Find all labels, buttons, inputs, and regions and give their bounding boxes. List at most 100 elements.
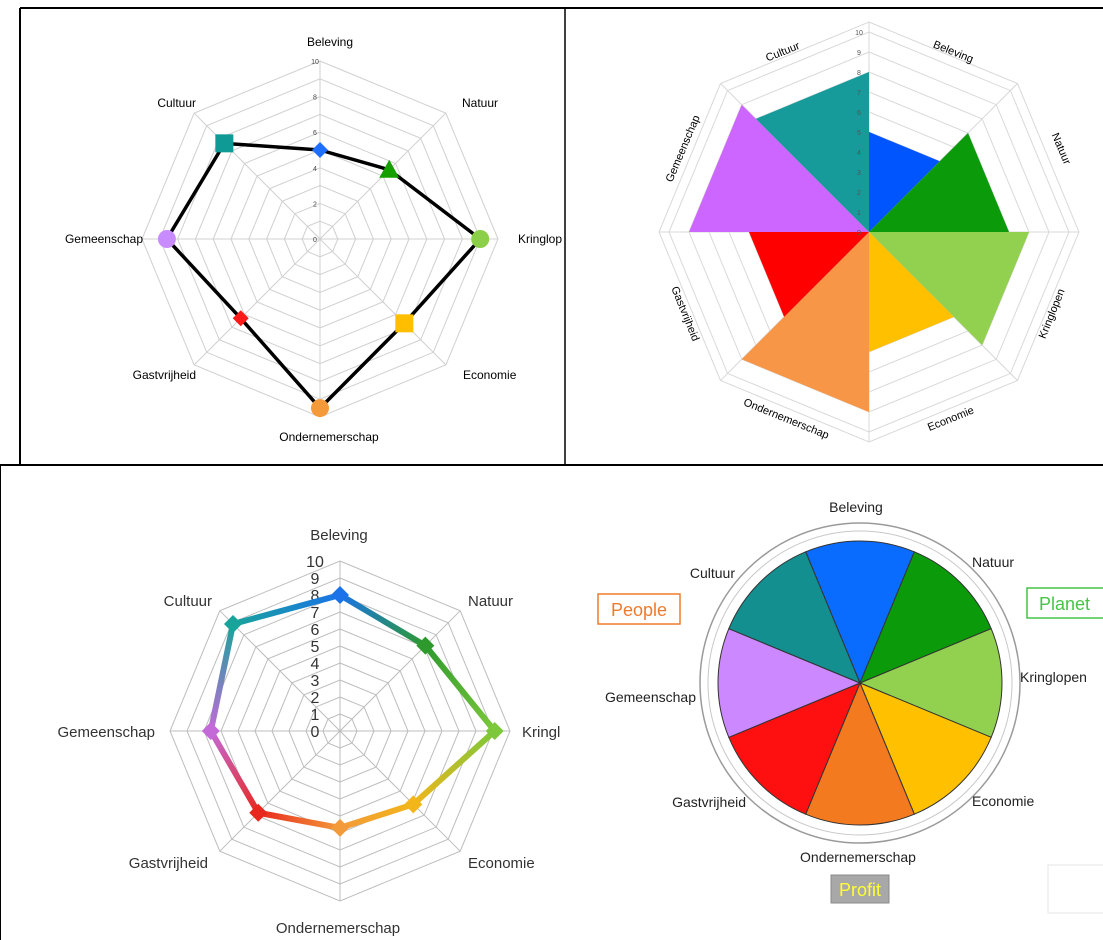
- category-label-economie: Economie: [972, 793, 1034, 809]
- wedge-gastvrijheid: [749, 232, 869, 317]
- tick-label: 7: [311, 605, 320, 622]
- category-label-kringlop: Kringlop: [518, 232, 562, 246]
- tick-label: 4: [313, 166, 317, 173]
- tick-label: 5: [857, 130, 861, 137]
- series-segment: [337, 801, 417, 831]
- category-label-natuur: Natuur: [972, 554, 1014, 570]
- wedge-ondernemerschap: [741, 232, 869, 412]
- category-label-gastvrijheid: Gastvrijheid: [133, 368, 196, 382]
- tick-label: 0: [857, 230, 861, 237]
- people-label: People: [611, 600, 667, 620]
- tick-label: 8: [311, 588, 320, 605]
- tick-label: 6: [311, 622, 320, 639]
- pie-slice-cultuur: [728, 551, 861, 684]
- pie-slice-economie: [859, 682, 992, 815]
- grid-spoke: [339, 610, 461, 732]
- tick-label: 10: [311, 59, 319, 66]
- category-label-gemeenschap: Gemeenschap: [65, 232, 143, 246]
- tick-label: 9: [857, 50, 861, 57]
- wedge-natuur: [869, 133, 1009, 232]
- data-point-cultuur: [224, 615, 243, 634]
- tick-label: 2: [311, 690, 320, 707]
- data-point-economie: [395, 314, 414, 333]
- data-point-natuur: [416, 636, 435, 655]
- radar-chart-top-left: 0 2 4 6 8 10 Beleving Natuur Kringlop Economie Ond…: [65, 35, 562, 444]
- category-label-beleving: Beleving: [307, 35, 353, 49]
- people-box: [597, 593, 681, 625]
- radar-grid: [169, 560, 511, 902]
- tick-label: 1: [311, 707, 320, 724]
- radar-grid: [141, 60, 499, 418]
- tick-label: 6: [313, 130, 317, 137]
- profit-label: Profit: [839, 880, 881, 900]
- pie-slice-gemeenschap: [717, 628, 862, 738]
- data-point-ondernemerschap: [311, 399, 329, 418]
- grid-spoke: [193, 238, 321, 366]
- category-label-ondernemerschap: Ondernemerschap: [800, 849, 916, 865]
- category-label-economie: Economie: [468, 855, 535, 872]
- data-point-gastvrijheid: [232, 310, 249, 327]
- tick-label: 6: [857, 110, 861, 117]
- category-label-cultuur: Cultuur: [164, 593, 212, 610]
- pie-chart-bottom-right: Beleving Natuur Kringlopen Economie Ondernem…: [597, 499, 1103, 904]
- data-point-ondernemerschap: [331, 818, 349, 837]
- tick-label: 8: [313, 95, 317, 102]
- data-point-kringlop: [471, 230, 490, 248]
- tick-label: 0: [313, 237, 317, 244]
- wedge-gemeenschap: [689, 104, 869, 232]
- grid-spoke: [339, 730, 461, 852]
- tick-label: 8: [857, 70, 861, 77]
- data-point-kringl: [485, 722, 504, 740]
- grid-spoke: [219, 730, 341, 852]
- series-segment: [207, 621, 237, 734]
- tick-label: 9: [311, 571, 320, 588]
- grid-spoke: [193, 112, 321, 240]
- category-label-cultuur: Cultuur: [157, 96, 196, 110]
- category-label-natuur: Natuur: [468, 593, 513, 610]
- category-label-natuur: Natuur: [1049, 131, 1073, 166]
- category-label-gastvrijheid: Gastvrijheid: [672, 794, 746, 810]
- planet-box: [1026, 587, 1103, 619]
- data-point-gemeenschap: [201, 722, 220, 740]
- category-label-natuur: Natuur: [462, 96, 498, 110]
- tick-label: 2: [857, 190, 861, 197]
- category-label-ondernemerschap: Ondernemerschap: [742, 397, 831, 442]
- grid-spoke: [219, 610, 341, 732]
- tick-label: 1: [857, 210, 861, 217]
- tick-label: 10: [306, 554, 324, 571]
- pie-slice-gastvrijheid: [728, 682, 861, 815]
- category-label-gemeenschap: Gemeenschap: [57, 724, 155, 741]
- grid-spoke: [319, 238, 447, 366]
- data-point-beleving: [312, 142, 328, 158]
- tick-label: 4: [857, 150, 861, 157]
- data-point-gastvrijheid: [249, 803, 268, 822]
- category-label-economie: Economie: [926, 404, 976, 433]
- category-label-kringlopen: Kringlopen: [1037, 287, 1068, 340]
- category-label-cultuur: Cultuur: [690, 565, 735, 581]
- pie-slice-ondernemerschap: [805, 681, 915, 826]
- wedge-kringlopen: [869, 232, 1029, 346]
- series-segment: [207, 728, 262, 816]
- data-point-beleving: [331, 586, 349, 604]
- panel-frames: [0, 7, 1103, 940]
- tick-label: 3: [857, 170, 861, 177]
- tick-label: 2: [313, 201, 317, 208]
- category-label-beleving: Beleving: [829, 499, 883, 515]
- data-point-gemeenschap: [157, 230, 176, 248]
- series-segment: [422, 642, 498, 734]
- category-label-economie: Economie: [463, 368, 517, 382]
- series-segment: [255, 809, 343, 831]
- pie-slice-beleving: [805, 540, 915, 685]
- wedge-beleving: [869, 132, 940, 232]
- corner-white-box: [1047, 864, 1103, 914]
- tick-label: 0: [311, 724, 320, 741]
- category-label-kringl: Kringl: [522, 724, 560, 741]
- series-line: [165, 141, 482, 410]
- category-label-kringlopen: Kringlopen: [1020, 669, 1087, 685]
- tick-label: 10: [855, 30, 863, 37]
- category-label-ondernemerschap: Ondernemerschap: [276, 920, 400, 937]
- series-segment: [230, 592, 343, 628]
- series-segment: [337, 592, 429, 649]
- pie-slice-kringlopen: [858, 628, 1003, 738]
